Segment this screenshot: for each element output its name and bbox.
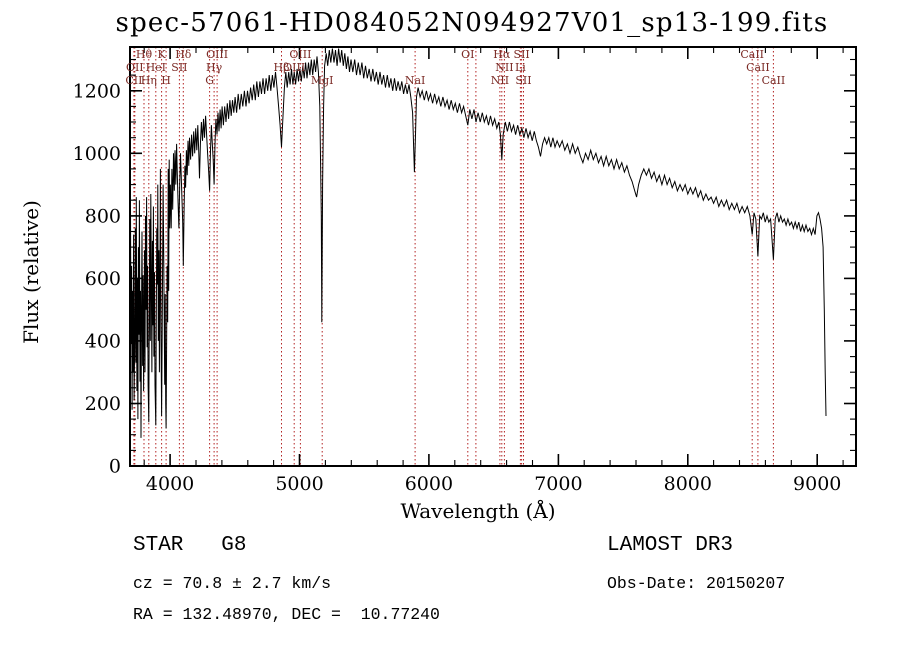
spectral-line-label: CaII <box>740 48 764 61</box>
x-tick-label: 8000 <box>664 473 712 495</box>
y-axis-label: Flux (relative) <box>19 200 43 344</box>
spectral-line-label: SII <box>515 74 531 87</box>
x-tick-label: 7000 <box>534 473 582 495</box>
spectral-line-label: H <box>161 74 171 87</box>
spectral-line-label: K <box>157 48 166 61</box>
flux-series <box>130 48 827 457</box>
plot-title: spec-57061-HD084052N094927V01_sp13-199.f… <box>116 8 829 38</box>
spectral-line-label: NII <box>495 61 513 74</box>
y-tick-label: 1200 <box>73 80 121 102</box>
spectral-line-label: MgI <box>311 74 334 87</box>
cz-velocity-annotation: cz = 70.8 ± 2.7 km/s <box>133 574 332 593</box>
spectral-line-label: HeI <box>146 61 166 74</box>
spectral-line-label: CaII <box>746 61 770 74</box>
y-tick-label: 1000 <box>73 143 121 165</box>
y-tick-label: 200 <box>85 393 121 415</box>
y-tick-label: 400 <box>85 330 121 352</box>
spectral-line-label: Hβ <box>274 61 290 74</box>
x-axis-label: Wavelength (Å) <box>400 498 555 523</box>
spectral-line-label: CII <box>125 74 142 87</box>
spectral-line-label: OII <box>126 61 144 74</box>
survey-annotation: LAMOST DR3 <box>607 534 734 557</box>
spectral-line-label: NaI <box>405 74 426 87</box>
ra-dec-annotation: RA = 132.48970, DEC = 10.77240 <box>133 605 440 624</box>
y-tick-label: 600 <box>85 268 121 290</box>
spectral-line-label: Hθ <box>136 48 153 61</box>
spectral-line-label: OIII <box>289 48 311 61</box>
axis-frame <box>129 46 857 467</box>
x-tick-label: 9000 <box>793 473 841 495</box>
spectral-line-label: SII <box>171 61 187 74</box>
x-tick-label: 5000 <box>275 473 323 495</box>
spectral-line-label: Hη <box>141 74 157 87</box>
spectral-line-label: OI <box>461 48 474 61</box>
spectral-line-label: OIII <box>283 61 305 74</box>
plot-generated-content: 4000 5000 6000 7000 8000 9000 0 200 400 600 800 100… <box>73 46 857 495</box>
x-tick-label: 6000 <box>405 473 453 495</box>
spectral-line-label: OIII <box>206 48 228 61</box>
object-class-annotation: STAR G8 <box>133 534 247 557</box>
spectral-line-label: CaII <box>762 74 786 87</box>
spectral-line-label: Hα <box>493 48 511 61</box>
y-tick-label: 800 <box>85 205 121 227</box>
spectral-line-label: Hδ <box>175 48 192 61</box>
spectral-line-label: Li <box>515 61 526 74</box>
spectral-line-label: Hγ <box>206 61 223 74</box>
axis-ticks <box>130 47 856 467</box>
obs-date-annotation: Obs-Date: 20150207 <box>607 574 786 593</box>
x-tick-label: 4000 <box>146 473 194 495</box>
y-tick-label: 0 <box>109 456 121 478</box>
spectral-line-label: NII <box>491 74 509 87</box>
spectral-line-label: G <box>205 74 214 87</box>
spectral-line-label: SII <box>513 48 529 61</box>
